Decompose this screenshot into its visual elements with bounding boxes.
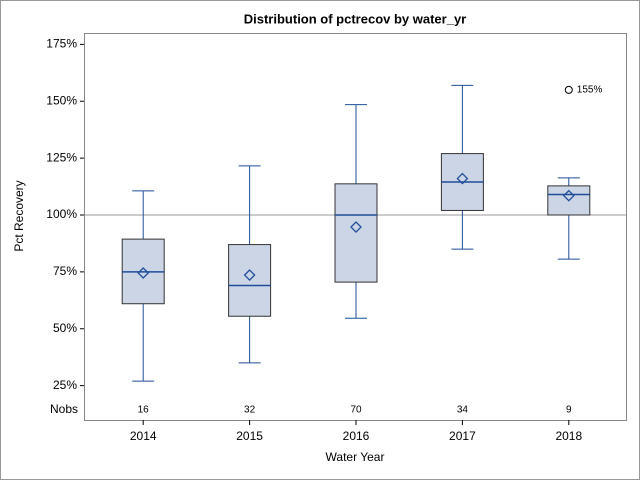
x-tick-label: 2016 (343, 429, 370, 443)
nobs-value: 32 (244, 405, 256, 416)
x-axis-label: Water Year (326, 450, 385, 464)
nobs-label: Nobs (50, 402, 78, 416)
mean-marker (137, 267, 150, 279)
mean-marker (350, 221, 362, 233)
y-tick-label: 175% (46, 37, 77, 51)
outlier (564, 85, 573, 94)
nobs-value: 16 (138, 405, 150, 416)
y-tick-label: 75% (53, 264, 77, 278)
y-tick-label: 125% (46, 150, 77, 164)
mean-marker (456, 172, 469, 185)
y-axis-label: Pct Recovery (12, 180, 26, 251)
nobs-value: 70 (350, 405, 362, 416)
x-tick-label: 2018 (555, 429, 582, 443)
x-tick-label: 2014 (130, 429, 157, 443)
mean-marker (562, 189, 575, 202)
y-tick-label: 50% (53, 321, 77, 335)
x-tick-label: 2017 (449, 429, 476, 443)
nobs-value: 34 (457, 405, 469, 416)
nobs-value: 9 (566, 405, 572, 416)
y-tick-label: 25% (53, 378, 77, 392)
chart-title: Distribution of pctrecov by water_yr (244, 11, 467, 26)
box (334, 183, 378, 283)
mean-marker (243, 269, 256, 281)
y-tick-label: 100% (46, 207, 77, 221)
outlier-label: 155% (577, 85, 603, 96)
x-tick-label: 2015 (236, 429, 263, 443)
y-tick-label: 150% (46, 93, 77, 107)
